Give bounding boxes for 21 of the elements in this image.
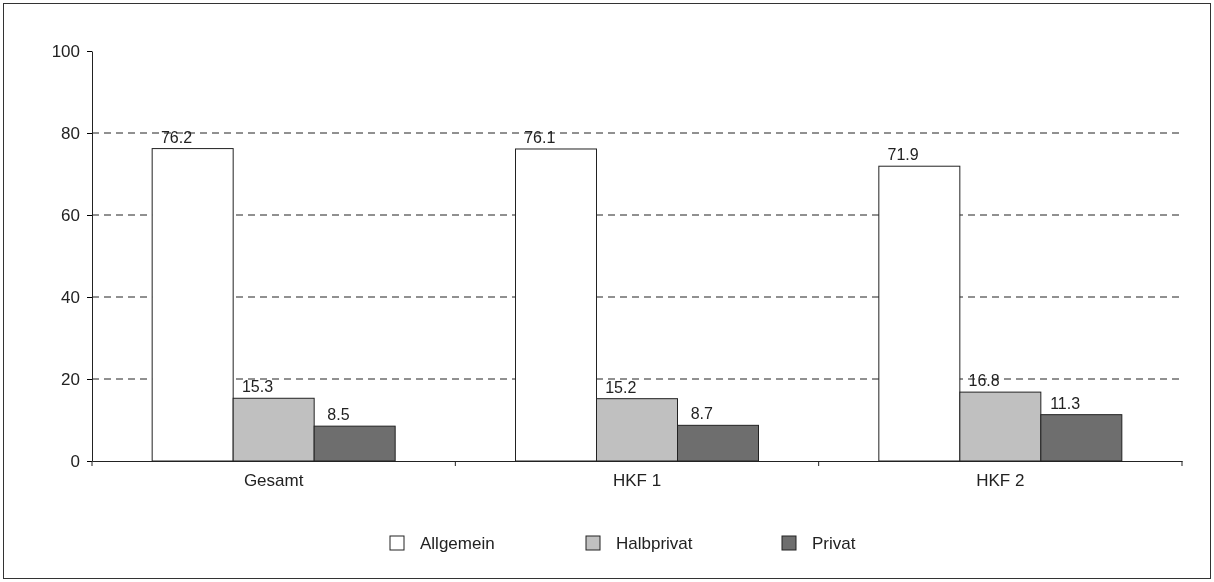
x-tick-label: HKF 1 <box>612 471 662 491</box>
data-label: 15.3 <box>241 378 274 396</box>
y-tick-label: 80 <box>61 123 80 143</box>
y-tick-label: 20 <box>61 369 80 389</box>
y-tick-label: 100 <box>51 41 80 61</box>
data-label: 76.2 <box>160 128 193 146</box>
legend-label: Halbprivat <box>616 534 693 553</box>
data-label: 15.2 <box>605 378 637 396</box>
data-label: 71.9 <box>887 146 919 164</box>
x-tick-label: HKF 2 <box>976 471 1025 491</box>
y-tick-label: 40 <box>61 287 80 307</box>
data-label: 8.5 <box>327 406 350 424</box>
x-tick-label: Gesamt <box>243 471 304 491</box>
y-tick-label: 0 <box>70 451 80 471</box>
data-label: 16.8 <box>968 372 1000 390</box>
legend-label: Privat <box>812 534 856 553</box>
legend-label: Allgemein <box>420 534 495 553</box>
y-tick-label: 60 <box>61 205 80 225</box>
data-label: 11.3 <box>1050 394 1081 412</box>
data-label: 8.7 <box>690 405 714 423</box>
data-label: 76.1 <box>524 128 556 146</box>
